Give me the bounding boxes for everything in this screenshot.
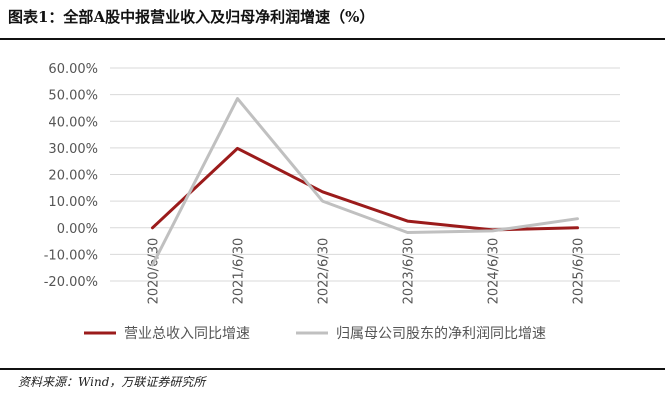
x-tick-label: 2022/6/30 bbox=[317, 238, 332, 305]
y-axis-labels: 60.00% 50.00% 40.00% 30.00% 20.00% 10.00% 0.00… bbox=[44, 62, 98, 290]
x-tick-label: 2025/6/30 bbox=[572, 238, 587, 305]
y-tick-label: 40.00% bbox=[48, 115, 98, 130]
gridlines bbox=[110, 67, 620, 282]
legend-label: 营业总收入同比增速 bbox=[124, 326, 250, 342]
y-tick-label: -20.00% bbox=[44, 275, 98, 290]
line-chart: 60.00% 50.00% 40.00% 30.00% 20.00% 10.00% 0.00… bbox=[44, 62, 620, 342]
x-tick-label: 2023/6/30 bbox=[402, 238, 417, 305]
top-rule bbox=[0, 38, 665, 40]
series-lines bbox=[151, 97, 579, 267]
y-tick-label: -10.00% bbox=[44, 248, 98, 263]
y-tick-label: 20.00% bbox=[48, 169, 98, 184]
x-tick-label: 2020/6/30 bbox=[147, 238, 162, 305]
x-tick-label: 2021/6/30 bbox=[232, 238, 247, 305]
y-tick-label: 10.00% bbox=[48, 195, 98, 210]
chart-title: 图表1：全部A股中报营业收入及归母净利润增速（%） bbox=[8, 8, 375, 26]
chart-area: 60.00% 50.00% 40.00% 30.00% 20.00% 10.00% 0.00… bbox=[0, 40, 671, 368]
x-tick-label: 2024/6/30 bbox=[487, 238, 502, 305]
bottom-rule bbox=[0, 368, 665, 370]
y-tick-label: 50.00% bbox=[48, 89, 98, 104]
y-tick-label: 30.00% bbox=[48, 142, 98, 157]
y-tick-label: 0.00% bbox=[57, 222, 98, 237]
y-tick-label: 60.00% bbox=[48, 62, 98, 77]
source-note: 资料来源：Wind，万联证券研究所 bbox=[18, 375, 206, 389]
series-line-2 bbox=[151, 97, 579, 267]
legend: 营业总收入同比增速 归属母公司股东的净利润同比增速 bbox=[84, 325, 546, 342]
legend-label: 归属母公司股东的净利润同比增速 bbox=[336, 325, 546, 342]
x-axis-labels: 2020/6/30 2021/6/30 2022/6/30 2023/6/30 2024… bbox=[147, 238, 587, 305]
